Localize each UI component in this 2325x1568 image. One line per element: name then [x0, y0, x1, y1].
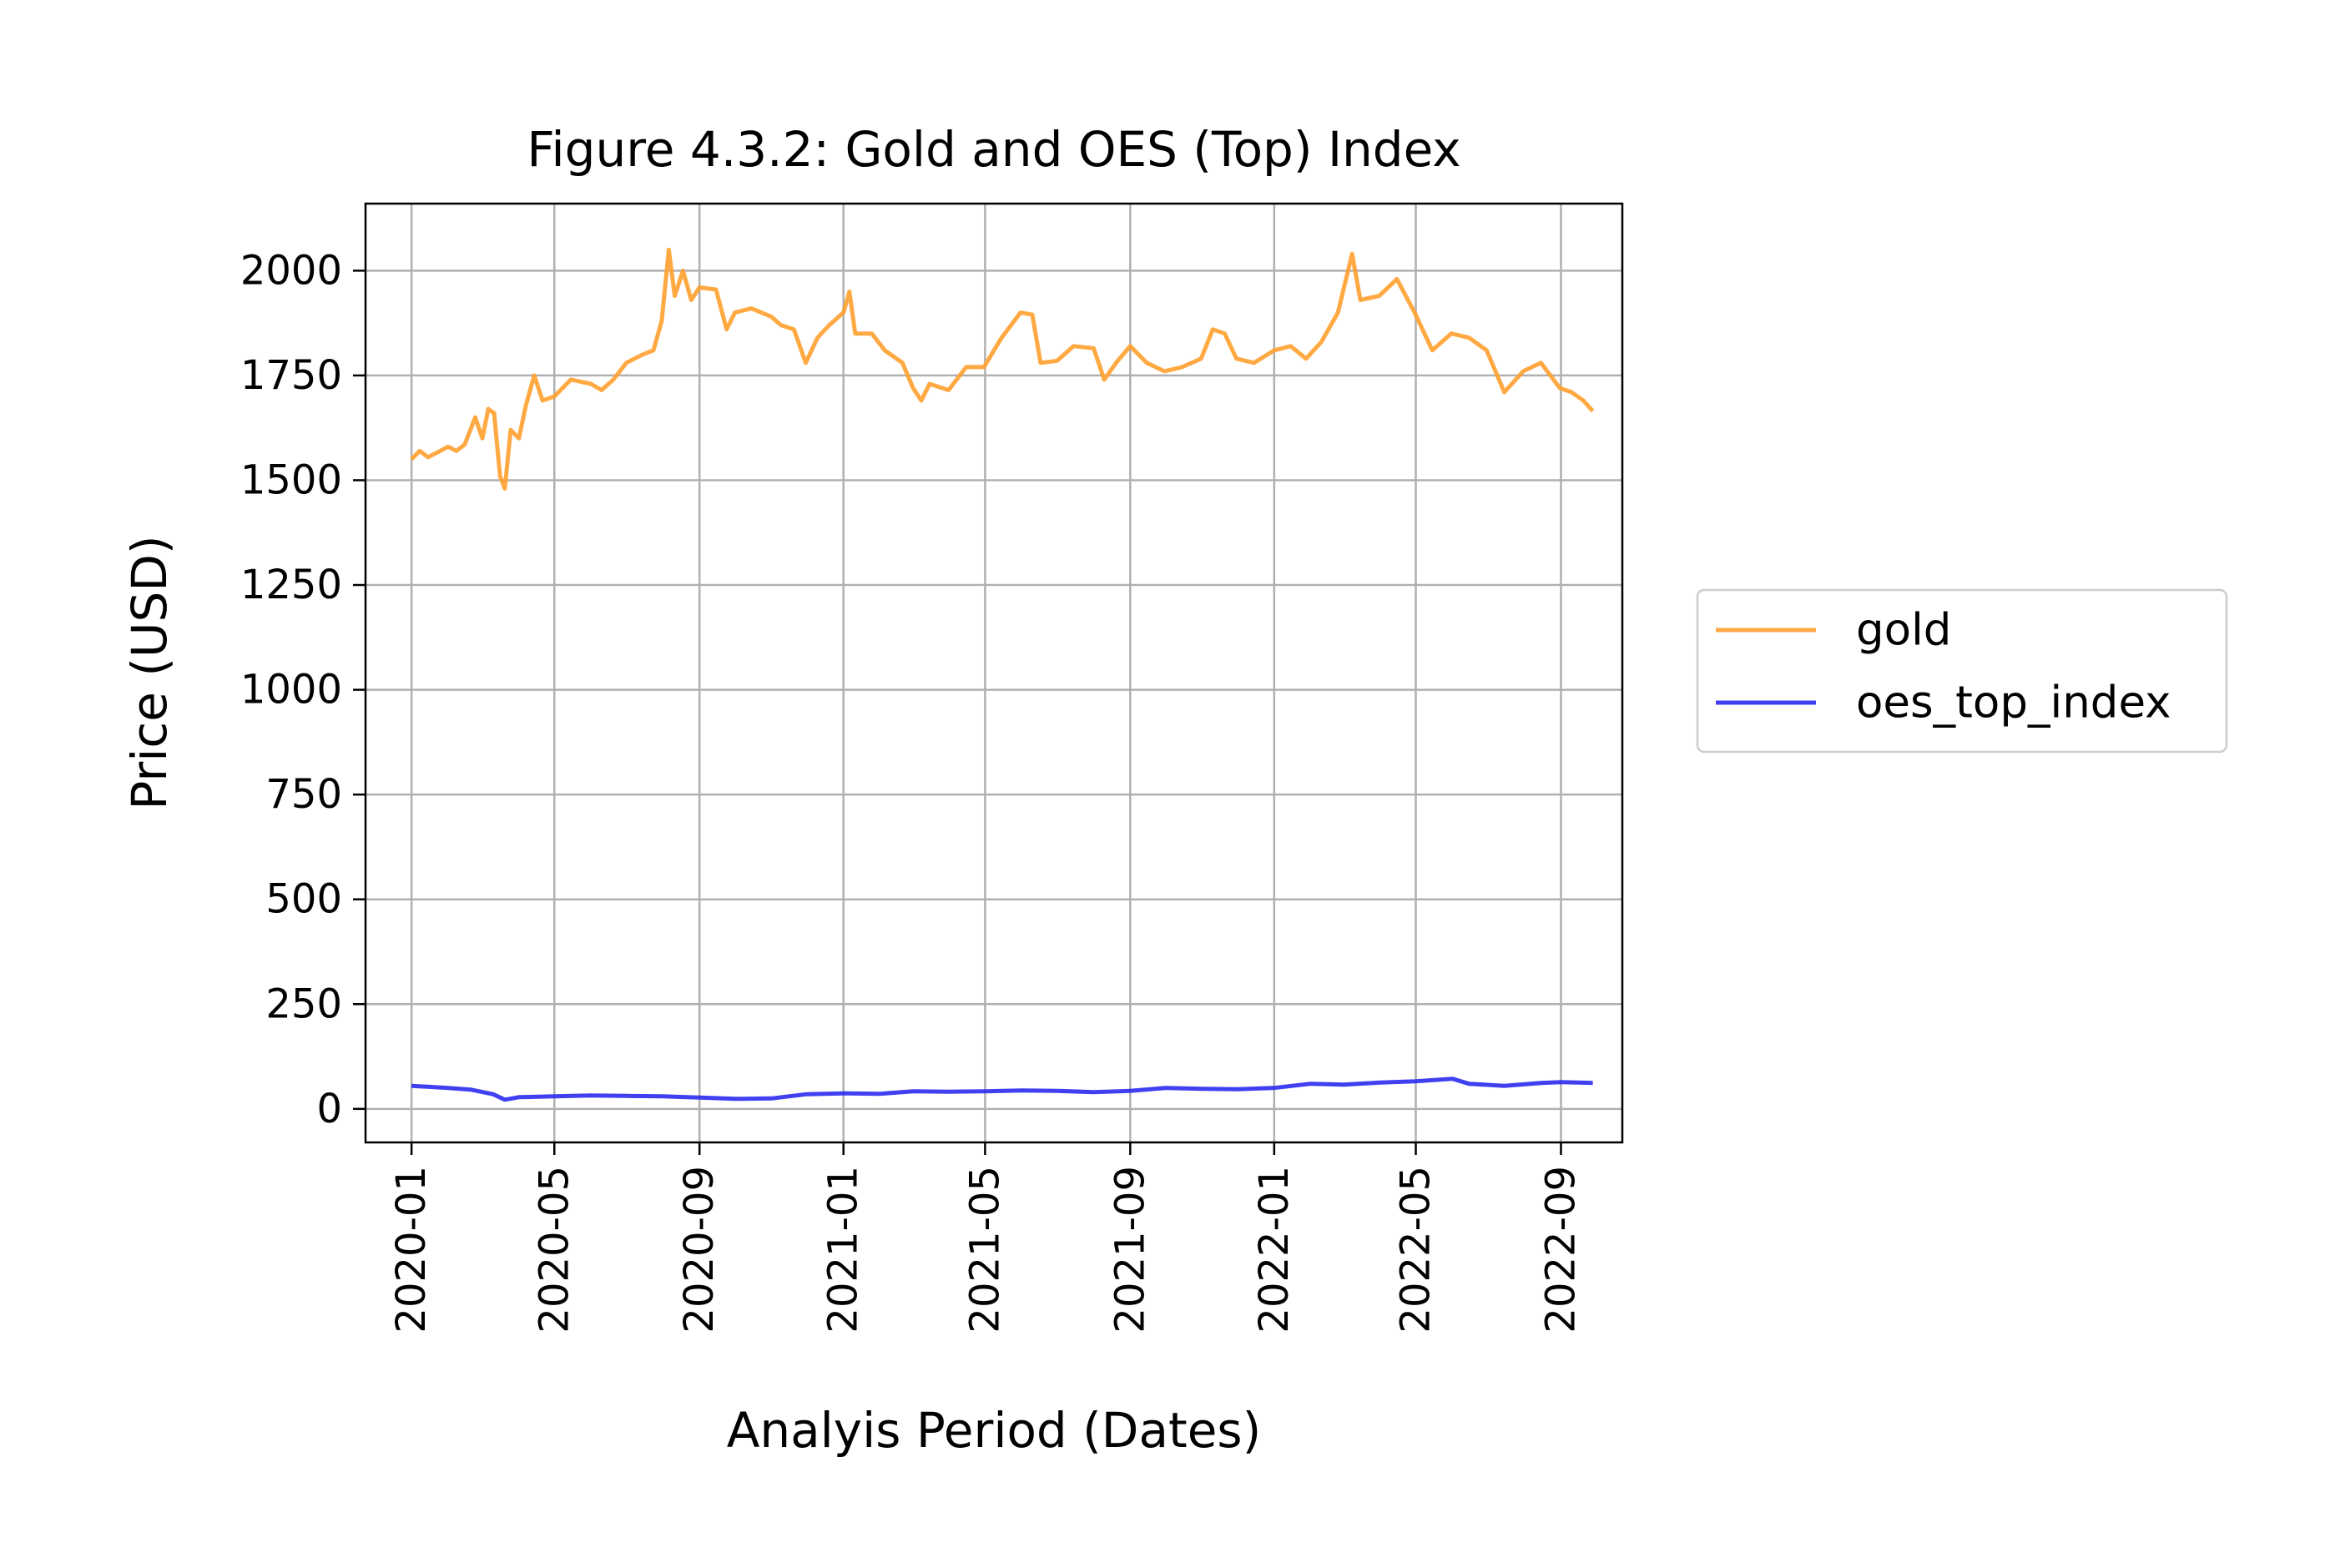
- y-axis-label: Price (USD): [121, 535, 178, 809]
- legend-box: [1696, 588, 2228, 754]
- y-tick-label: 0: [316, 1086, 342, 1132]
- y-tick-label: 2000: [240, 247, 342, 294]
- y-tick-label: 1000: [240, 667, 342, 713]
- y-tick-label: 1750: [240, 352, 342, 399]
- legend-label-gold: gold: [1856, 605, 1951, 656]
- x-tick-label: 2021-05: [961, 1166, 1008, 1334]
- chart-title: Figure 4.3.2: Gold and OES (Top) Index: [527, 121, 1460, 178]
- legend: gold oes_top_index: [1696, 588, 2228, 754]
- x-tick-label: 2020-05: [531, 1166, 577, 1334]
- series-line-gold: [410, 247, 1595, 491]
- x-axis: 2020-01 2020-05 2020-09 2021-01 2021-05 2021-…: [388, 1142, 1584, 1334]
- series-line-oes-top-index: [411, 1076, 1593, 1102]
- grid-lines: [366, 204, 1622, 1142]
- x-tick-label: 2020-09: [676, 1166, 723, 1334]
- x-tick-label: 2021-01: [820, 1166, 867, 1334]
- y-tick-label: 500: [265, 876, 342, 923]
- series-layer: [410, 247, 1595, 1102]
- y-tick-label: 1250: [240, 562, 342, 608]
- plot-frame: [364, 202, 1624, 1144]
- y-tick-label: 250: [265, 981, 342, 1027]
- x-tick-label: 2022-01: [1251, 1166, 1298, 1334]
- x-axis-label: Analyis Period (Dates): [727, 1402, 1262, 1459]
- x-tick-label: 2020-01: [388, 1166, 435, 1334]
- x-tick-label: 2021-09: [1107, 1166, 1153, 1334]
- y-tick-label: 1500: [240, 456, 342, 503]
- y-axis: 0 250 500 750 1000 1250 1500 1750 2000: [240, 247, 366, 1132]
- legend-label-oes-top-index: oes_top_index: [1856, 678, 2171, 729]
- x-tick-label: 2022-05: [1393, 1166, 1440, 1334]
- y-tick-label: 750: [265, 771, 342, 818]
- x-tick-label: 2022-09: [1537, 1166, 1584, 1334]
